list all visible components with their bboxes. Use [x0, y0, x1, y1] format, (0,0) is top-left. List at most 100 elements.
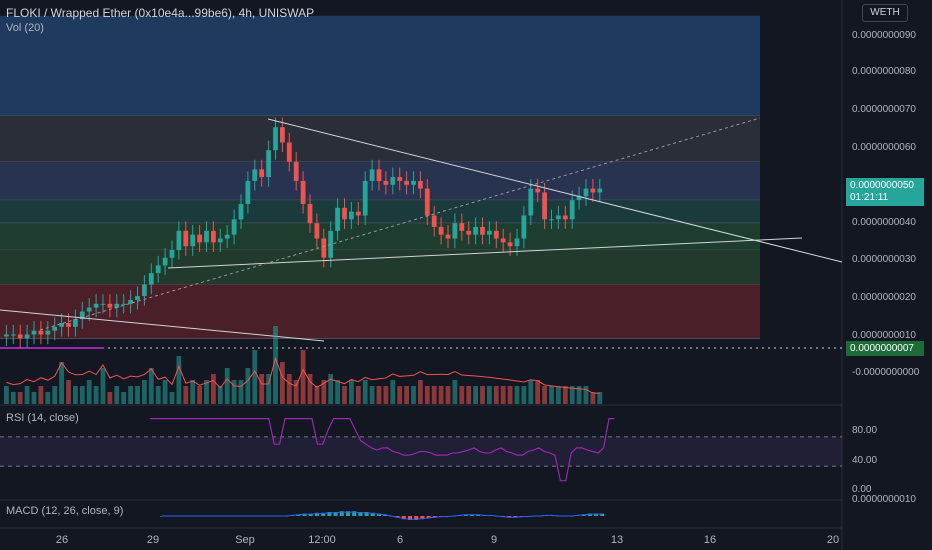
macd-tick-0: 0.0000000010: [852, 494, 916, 505]
volume-bar-54: [376, 386, 382, 404]
candle-75: [521, 215, 527, 239]
volume-bar-12: [86, 380, 92, 404]
marker-price-tag: 0.0000000007: [846, 341, 924, 356]
price-tick-1: 0.0000000080: [852, 66, 916, 77]
candle-13: [93, 303, 99, 308]
macd-hist-32: [358, 512, 363, 516]
volume-bar-46: [321, 380, 327, 404]
volume-bar-57: [397, 386, 403, 404]
candle-44: [307, 203, 313, 224]
candle-68: [473, 227, 478, 235]
candle-57: [397, 177, 403, 181]
volume-bar-16: [114, 386, 120, 404]
dashed-trendline: [39, 117, 761, 331]
candle-33: [231, 219, 237, 235]
volume-bar-32: [224, 368, 230, 404]
candle-32: [224, 234, 230, 239]
volume-bar-35: [245, 368, 251, 404]
candle-52: [362, 180, 368, 216]
rsi-tick-2: 0.00: [852, 484, 872, 495]
candle-60: [418, 180, 423, 189]
macd-label: MACD (12, 26, close, 9): [6, 505, 124, 517]
candle-28: [197, 234, 202, 243]
candle-6: [45, 330, 51, 335]
candle-29: [204, 230, 209, 243]
volume-bar-36: [252, 350, 258, 404]
volume-bar-70: [487, 386, 492, 404]
candle-80: [556, 215, 561, 220]
volume-bar-41: [286, 374, 292, 404]
macd-hist-33: [364, 512, 369, 516]
candle-82: [569, 200, 575, 220]
volume-bar-22: [155, 386, 161, 404]
candle-16: [114, 303, 120, 308]
volume-bar-28: [197, 386, 202, 404]
volume-bar-14: [100, 368, 106, 404]
candle-2: [17, 334, 23, 339]
price-tick-0: 0.0000000090: [852, 30, 916, 41]
volume-bar-52: [362, 380, 368, 404]
candle-76: [528, 188, 534, 216]
candle-35: [245, 180, 251, 204]
volume-bar-31: [217, 386, 223, 404]
candle-53: [369, 169, 375, 181]
volume-bar-30: [211, 374, 216, 404]
price-tick-7: 0.0000000020: [852, 292, 916, 303]
macd-hist-24: [308, 513, 313, 516]
volume-bar-40: [280, 362, 285, 404]
candle-41: [286, 142, 292, 162]
macd-hist-70: [594, 513, 598, 516]
volume-bar-9: [66, 380, 71, 404]
macd-hist-39: [401, 516, 406, 520]
macd-line: [162, 511, 603, 520]
volume-bar-83: [576, 386, 582, 404]
candle-67: [466, 230, 472, 235]
candle-39: [273, 127, 278, 151]
rsi-line: [150, 418, 615, 482]
candle-62: [431, 215, 437, 227]
price-tick-5: 0.0000000040: [852, 217, 916, 228]
volume-bar-79: [549, 386, 554, 404]
candle-59: [411, 180, 416, 185]
macd-hist-43: [426, 516, 431, 519]
volume-bar-39: [273, 326, 278, 404]
volume-bar-15: [107, 392, 113, 404]
volume-bar-76: [528, 380, 534, 404]
volume-bar-1: [10, 392, 16, 404]
lower-trendline: [0, 309, 325, 342]
candle-56: [390, 177, 396, 185]
volume-bar-59: [411, 386, 416, 404]
candle-72: [500, 238, 506, 243]
candle-69: [480, 227, 485, 235]
zone-4: [0, 223, 760, 251]
macd-hist-41: [414, 516, 419, 520]
candle-81: [562, 215, 568, 220]
quote-currency-button[interactable]: WETH: [862, 4, 908, 22]
volume-label: Vol (20): [6, 22, 44, 34]
volume-bar-49: [342, 386, 347, 404]
candle-31: [217, 238, 223, 243]
volume-bar-75: [521, 386, 527, 404]
support-trendline: [167, 237, 803, 269]
volume-bar-62: [431, 386, 437, 404]
volume-bar-72: [500, 386, 506, 404]
volume-bar-24: [169, 392, 175, 404]
candle-37: [259, 169, 265, 178]
volume-bar-0: [4, 386, 9, 404]
candle-43: [300, 180, 306, 204]
volume-bar-19: [135, 386, 140, 404]
volume-bar-10: [73, 386, 78, 404]
candle-25: [176, 230, 182, 251]
candle-51: [355, 211, 361, 216]
volume-bar-50: [349, 380, 354, 404]
volume-bar-6: [45, 392, 51, 404]
last-price-value: 0.0000000050: [850, 180, 914, 191]
volume-bar-17: [121, 392, 127, 404]
candle-30: [211, 230, 216, 243]
volume-bar-45: [314, 386, 320, 404]
zone-0: [0, 15, 760, 116]
candle-63: [438, 227, 444, 235]
volume-bar-58: [404, 386, 409, 404]
volume-bar-13: [93, 386, 99, 404]
